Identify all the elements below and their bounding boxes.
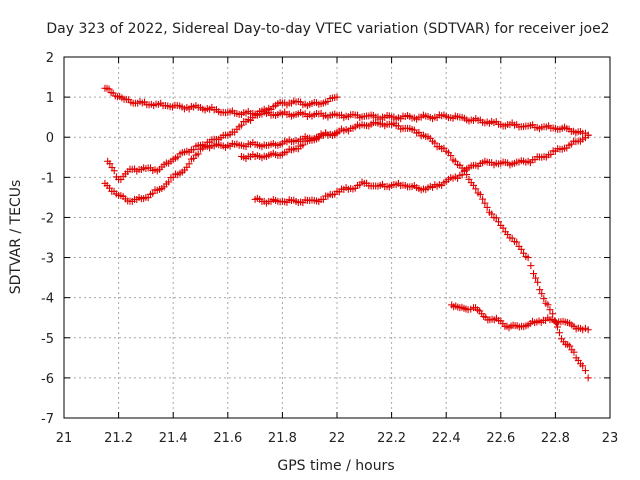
data-point-track-c (536, 286, 544, 294)
data-point-track-c (472, 185, 480, 193)
data-point-track-b (165, 178, 173, 186)
data-point-track-c (570, 348, 578, 356)
data-point-track-b (333, 93, 341, 101)
data-point-track-f (584, 326, 592, 334)
data-point-track-c (483, 203, 491, 211)
data-point-track-c (532, 274, 540, 282)
x-tick-label: 22 (329, 431, 346, 446)
grid-lines (64, 57, 610, 418)
x-tick-label: 22.6 (486, 431, 515, 446)
x-tick-label: 22.8 (541, 431, 570, 446)
data-point-track-b (194, 150, 202, 158)
data-point-track-c (476, 191, 484, 199)
data-point-track-c (110, 167, 118, 175)
data-point-track-b (185, 160, 193, 168)
x-tick-label: 21 (56, 431, 73, 446)
y-tick-label: -6 (41, 372, 54, 387)
x-tick-label: 21.8 (268, 431, 297, 446)
y-tick-label: -1 (41, 171, 54, 186)
data-point-track-c (479, 195, 487, 203)
x-tick-label: 22.2 (377, 431, 406, 446)
data-point-track-c (544, 301, 552, 309)
y-tick-label: -4 (41, 292, 54, 307)
data-marks (101, 84, 592, 382)
plot-frame (63, 56, 611, 419)
data-point-track-c (488, 210, 496, 218)
y-tick-label: -5 (41, 332, 54, 347)
x-tick-label: 21.4 (159, 431, 188, 446)
data-point-track-c (584, 374, 592, 382)
data-point-track-c (481, 199, 489, 207)
data-point-track-c (106, 160, 114, 168)
data-point-track-c (555, 329, 563, 337)
x-tick-label: 23 (602, 431, 619, 446)
data-point-track-c (540, 295, 548, 303)
x-tick-label: 21.2 (104, 431, 133, 446)
data-point-track-c (566, 342, 574, 350)
y-tick-label: 2 (46, 51, 54, 66)
data-point-track-e (458, 171, 466, 179)
data-point-track-d (299, 141, 307, 149)
data-point-track-c (517, 245, 525, 253)
data-point-track-c (538, 290, 546, 298)
data-point-track-d (333, 129, 341, 137)
y-tick-label: -7 (41, 412, 54, 427)
data-point-track-c (546, 306, 554, 314)
data-point-track-c (553, 323, 561, 331)
data-point-track-c (492, 214, 500, 222)
x-axis-label: GPS time / hours (277, 458, 394, 474)
data-point-track-c (499, 224, 507, 232)
x-tick-label: 21.6 (213, 431, 242, 446)
data-point-track-a (105, 85, 113, 93)
y-axis-label: SDTVAR / TECUs (8, 180, 24, 295)
data-point-track-c (534, 278, 542, 286)
y-tick-label: 0 (46, 131, 54, 146)
axis-ticks: 21 21.2 21.4 21.6 21.8 22 22.2 22.4 22.6 22.8 2321… (41, 51, 618, 446)
data-point-track-c (495, 218, 503, 226)
data-point-track-c (527, 262, 535, 270)
data-point-track-c (470, 181, 477, 189)
y-tick-label: -3 (41, 252, 54, 267)
data-point-track-c (530, 270, 538, 278)
chart-title: Day 323 of 2022, Sidereal Day-to-day VTE… (46, 21, 609, 37)
y-tick-label: 1 (46, 91, 54, 106)
data-point-track-e (547, 150, 555, 158)
x-tick-label: 22.4 (432, 431, 461, 446)
data-point-track-e (584, 131, 592, 139)
data-point-track-c (513, 238, 521, 246)
y-tick-label: -2 (41, 211, 54, 226)
data-point-track-b (237, 121, 245, 129)
data-point-track-c (431, 139, 439, 147)
data-point-track-c (447, 152, 455, 160)
data-point-track-c (579, 362, 587, 370)
data-point-track-c (581, 367, 589, 375)
data-point-track-c (524, 254, 532, 262)
